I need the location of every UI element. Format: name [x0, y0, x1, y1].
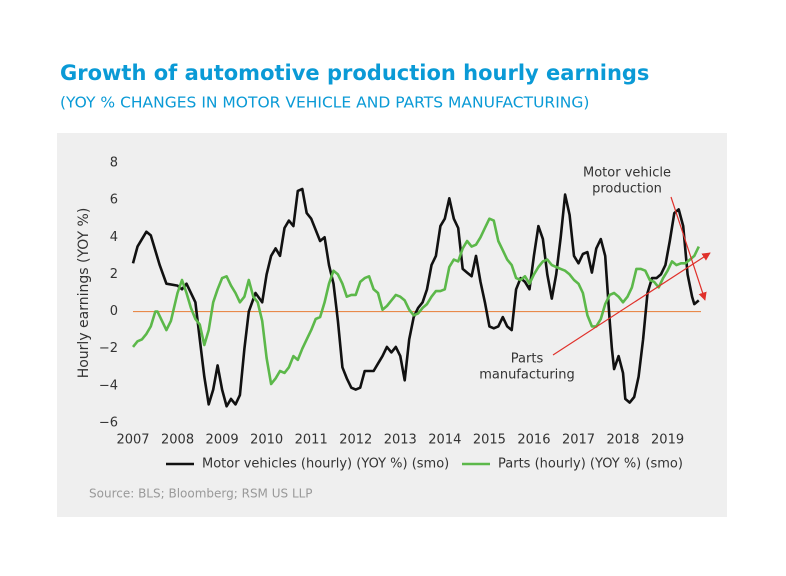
x-tick-label: 2012 — [339, 433, 372, 448]
y-tick-label: −4 — [99, 378, 118, 393]
chart-subtitle: (YOY % CHANGES IN MOTOR VEHICLE AND PART… — [60, 94, 589, 112]
annotation-text: production — [592, 182, 662, 197]
y-axis-label: Hourly earnings (YOY %) — [76, 208, 92, 379]
y-tick-label: 6 — [110, 193, 118, 208]
x-tick-label: 2007 — [116, 433, 149, 448]
annotation-text: Motor vehicle — [583, 166, 671, 181]
x-tick-label: 2014 — [428, 433, 461, 448]
series-line — [131, 187, 700, 408]
annotation-text: Parts — [511, 352, 544, 367]
x-tick-label: 2008 — [161, 433, 194, 448]
y-tick-label: 8 — [110, 156, 118, 171]
annotation-text: manufacturing — [479, 368, 575, 383]
chart-title: Growth of automotive production hourly e… — [60, 61, 649, 85]
x-tick-label: 2013 — [384, 433, 417, 448]
annotation-arrow — [670, 196, 707, 301]
x-tick-label: 2011 — [295, 433, 328, 448]
x-tick-label: 2018 — [606, 433, 639, 448]
y-tick-label: 2 — [110, 267, 118, 282]
legend-label: Motor vehicles (hourly) (YOY %) (smo) — [202, 457, 449, 472]
annotation-arrow — [552, 252, 711, 356]
x-tick-label: 2016 — [517, 433, 550, 448]
source-note: Source: BLS; Bloomberg; RSM US LLP — [89, 487, 313, 501]
y-tick-label: 0 — [110, 304, 118, 319]
x-tick-label: 2010 — [250, 433, 283, 448]
legend-label: Parts (hourly) (YOY %) (smo) — [498, 457, 683, 472]
series-line — [131, 217, 700, 386]
x-tick-label: 2019 — [651, 433, 684, 448]
x-tick-label: 2017 — [562, 433, 595, 448]
x-tick-label: 2009 — [206, 433, 239, 448]
y-tick-label: −6 — [99, 416, 118, 431]
y-tick-label: −2 — [99, 341, 118, 356]
x-tick-label: 2015 — [473, 433, 506, 448]
y-tick-label: 4 — [110, 230, 118, 245]
